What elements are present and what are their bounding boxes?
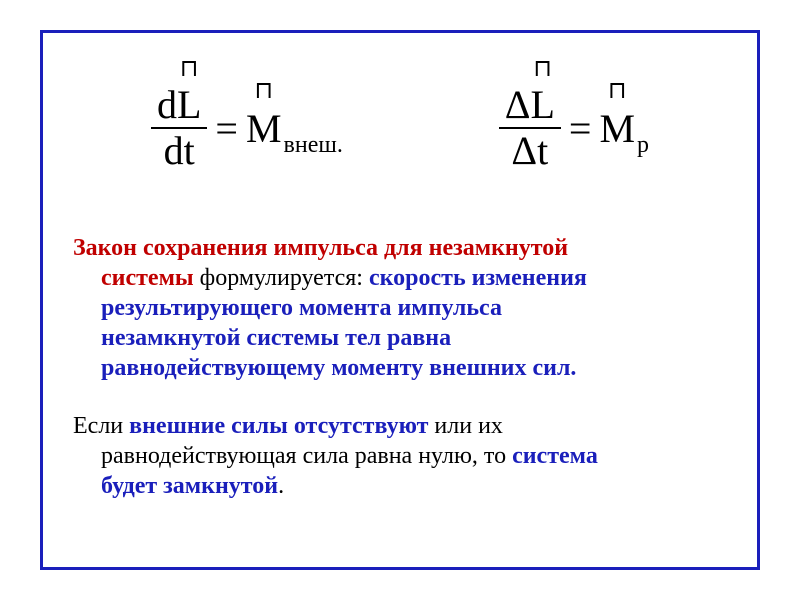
vector-glyph: ⊓	[608, 79, 627, 103]
vector-M-left: ⊓ M	[246, 105, 282, 152]
rhs-left: ⊓ M внеш.	[246, 105, 343, 152]
equals-sign: =	[569, 105, 592, 152]
var-L: L	[177, 82, 201, 127]
p2-l2-blue: система	[512, 443, 598, 469]
vector-L-right: ⊓L	[530, 83, 554, 127]
p2-line1: Если внешние силы отсутствуют или их	[73, 413, 503, 439]
subscript-p: p	[637, 132, 649, 159]
p1-line2-red: системы	[101, 265, 194, 291]
vector-M-right: ⊓ M	[599, 105, 635, 152]
p2-line2: равнодействующая сила равна нулю, то сис…	[101, 441, 727, 471]
paragraph-2: Если внешние силы отсутствуют или их рав…	[73, 411, 727, 501]
fraction-right: Δ⊓L Δt	[499, 83, 561, 173]
fraction-left: d⊓L dt	[151, 83, 207, 173]
delta-prefix: Δ	[505, 82, 531, 127]
p2-line3: будет замкнутой.	[101, 471, 727, 501]
p2-l2-black: равнодействующая сила равна нулю, то	[101, 443, 512, 469]
p2-l1-black-a: Если	[73, 413, 129, 439]
denominator-left: dt	[158, 129, 201, 173]
p1-line2-black: формулируется:	[194, 265, 369, 291]
numerator-right: Δ⊓L	[499, 83, 561, 127]
equation-right: Δ⊓L Δt = ⊓ M p	[499, 83, 649, 173]
paragraph-1: Закон сохранения импульса для незамкнуто…	[73, 233, 727, 383]
p1-line2-blue: скорость изменения	[369, 265, 587, 291]
p2-l3-black: .	[278, 473, 284, 499]
p2-l1-blue: внешние силы отсутствуют	[129, 413, 428, 439]
vector-glyph: ⊓	[254, 79, 273, 103]
p1-line2: системы формулируется: скорость изменени…	[101, 263, 727, 293]
var-L: L	[530, 82, 554, 127]
equals-sign: =	[215, 105, 238, 152]
var-M: M	[599, 106, 635, 151]
denominator-right: Δt	[505, 129, 554, 173]
equation-left: d⊓L dt = ⊓ M внеш.	[151, 83, 343, 173]
p2-l3-blue: будет замкнутой	[101, 473, 278, 499]
vector-glyph: ⊓	[180, 57, 199, 81]
p1-line4: незамкнутой системы тел равна	[101, 323, 727, 353]
rhs-right: ⊓ M p	[599, 105, 649, 152]
diff-prefix: d	[157, 82, 177, 127]
subscript-ext: внеш.	[284, 132, 343, 159]
vector-glyph: ⊓	[533, 57, 552, 81]
p1-lead-red: Закон сохранения импульса для незамкнуто…	[73, 235, 568, 261]
equations-row: d⊓L dt = ⊓ M внеш. Δ⊓L Δt	[73, 83, 727, 173]
p2-l1-black-b: или их	[428, 413, 503, 439]
p1-line5: равнодействующему моменту внешних сил.	[101, 353, 727, 383]
numerator-left: d⊓L	[151, 83, 207, 127]
body-text: Закон сохранения импульса для незамкнуто…	[73, 233, 727, 501]
vector-L-left: ⊓L	[177, 83, 201, 127]
var-M: M	[246, 106, 282, 151]
p1-line3: результирующего момента импульса	[101, 293, 727, 323]
slide-frame: d⊓L dt = ⊓ M внеш. Δ⊓L Δt	[40, 30, 760, 570]
